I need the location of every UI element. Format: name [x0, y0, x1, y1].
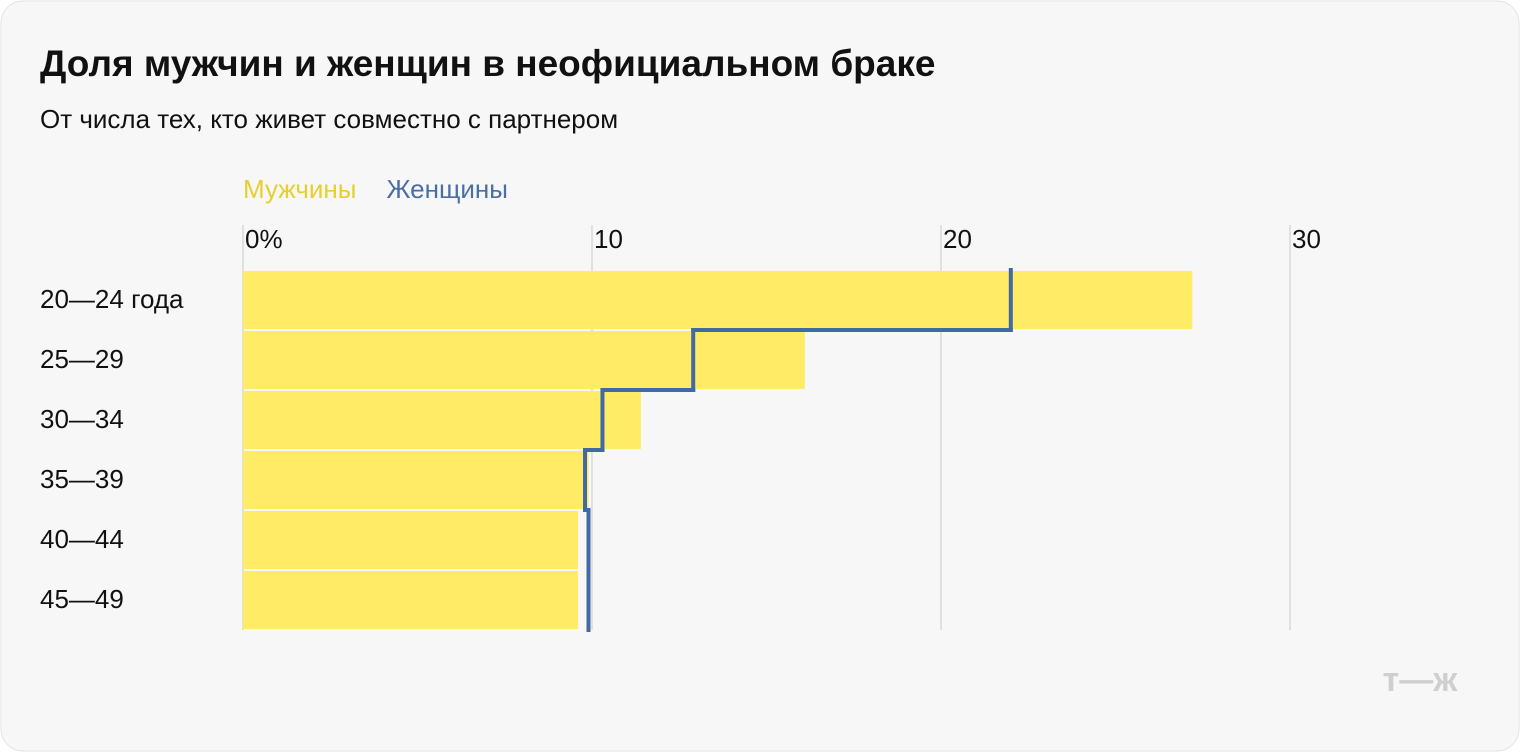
bar — [243, 571, 579, 629]
legend-entry: Мужчины — [243, 174, 356, 204]
y-tick-label: 30—34 — [40, 404, 124, 434]
x-tick-label: 30 — [1292, 224, 1321, 254]
bar — [243, 391, 641, 449]
legend-entry: Женщины — [386, 174, 507, 204]
bar — [243, 271, 1193, 329]
y-tick-label: 40—44 — [40, 524, 124, 554]
chart-title: Доля мужчин и женщин в неофициальном бра… — [40, 43, 935, 84]
logo: т—ж — [1383, 661, 1459, 699]
bar — [243, 511, 579, 569]
x-tick-label: 10 — [594, 224, 623, 254]
bar — [243, 451, 589, 509]
x-tick-label: 20 — [943, 224, 972, 254]
y-tick-label: 35—39 — [40, 464, 124, 494]
chart-subtitle: От числа тех, кто живет совместно с парт… — [40, 104, 618, 134]
bar — [243, 331, 805, 389]
y-tick-label: 20—24 года — [40, 284, 184, 314]
y-tick-label: 25—29 — [40, 344, 124, 374]
x-tick-label: 0% — [245, 224, 283, 254]
y-tick-label: 45—49 — [40, 584, 124, 614]
